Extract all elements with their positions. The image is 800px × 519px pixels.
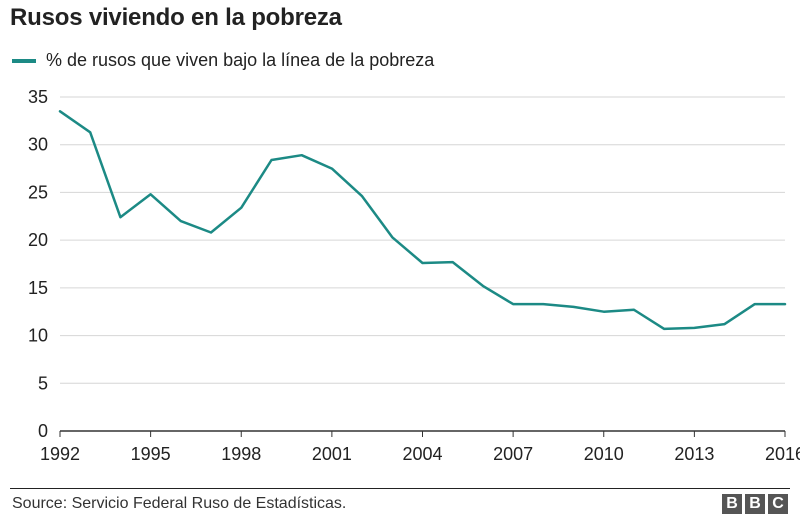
legend: % de rusos que viven bajo la línea de la… <box>12 50 434 71</box>
legend-label: % de rusos que viven bajo la línea de la… <box>46 50 435 70</box>
y-tick-label: 5 <box>38 373 48 393</box>
x-tick-label: 1998 <box>221 444 261 464</box>
x-tick-label: 2010 <box>584 444 624 464</box>
x-tick-label: 1995 <box>131 444 171 464</box>
chart-title: Rusos viviendo en la pobreza <box>10 4 342 31</box>
x-tick-label: 2004 <box>402 444 442 464</box>
source-note: Source: Servicio Federal Ruso de Estadís… <box>12 495 347 512</box>
y-tick-label: 10 <box>28 326 48 346</box>
footer-divider <box>10 488 790 489</box>
legend-swatch <box>12 58 36 63</box>
x-tick-label: 1992 <box>40 444 80 464</box>
bbc-logo: B B C <box>722 494 788 514</box>
series-line-0 <box>58 110 787 331</box>
bbc-logo-letter-1: B <box>722 494 742 514</box>
x-tick-label: 2007 <box>493 444 533 464</box>
bbc-logo-letter-2: B <box>745 494 765 514</box>
x-tick-label: 2016 <box>765 444 800 464</box>
y-tick-label: 0 <box>38 421 48 441</box>
y-tick-label: 35 <box>28 87 48 107</box>
y-tick-label: 15 <box>28 278 48 298</box>
y-tick-label: 30 <box>28 135 48 155</box>
y-tick-label: 20 <box>28 230 48 250</box>
bbc-logo-letter-3: C <box>768 494 788 514</box>
y-tick-label: 25 <box>28 182 48 202</box>
x-tick-label: 2013 <box>674 444 714 464</box>
x-tick-label: 2001 <box>312 444 352 464</box>
